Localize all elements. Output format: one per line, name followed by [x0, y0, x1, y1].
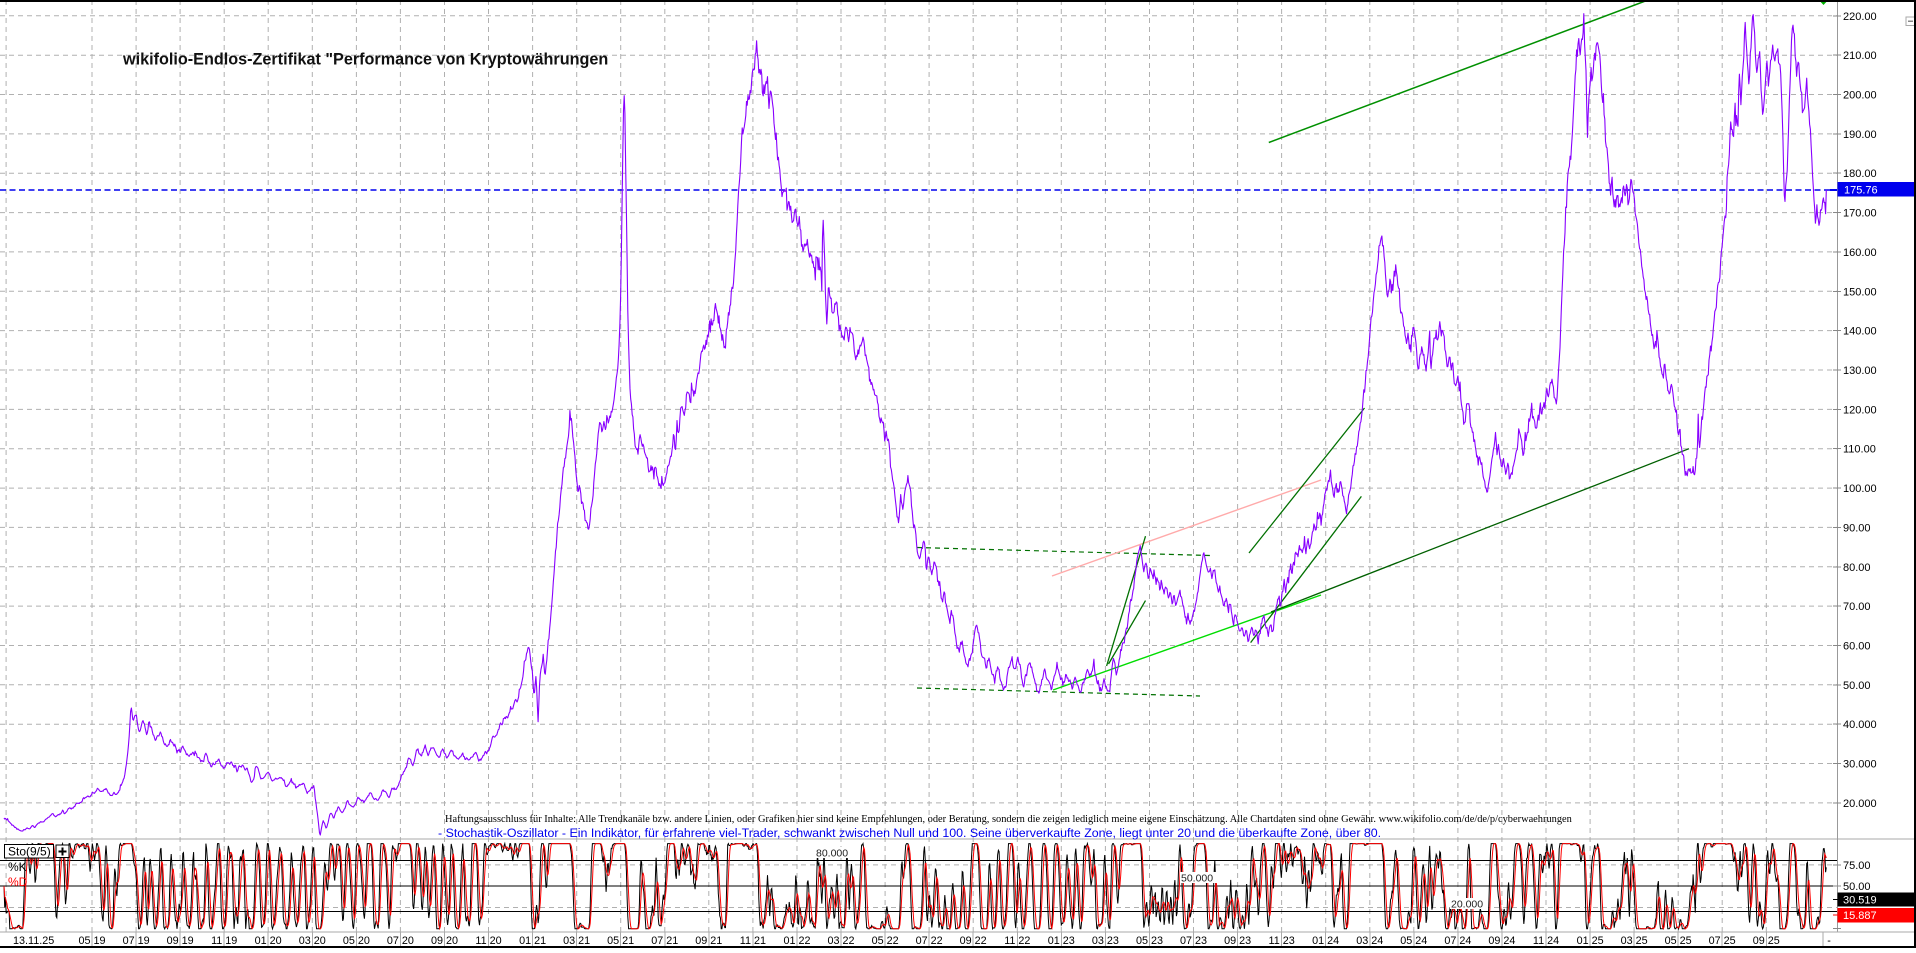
svg-text:30.519: 30.519 — [1843, 895, 1877, 907]
svg-text:50.000: 50.000 — [1181, 873, 1213, 885]
svg-text:01 25: 01 25 — [1577, 935, 1604, 947]
svg-text:01 24: 01 24 — [1312, 935, 1339, 947]
svg-text:210.00: 210.00 — [1843, 50, 1877, 62]
svg-text:75.00: 75.00 — [1843, 860, 1871, 872]
svg-text:11 19: 11 19 — [211, 935, 237, 947]
svg-text:140.00: 140.00 — [1843, 326, 1877, 338]
svg-text:03 24: 03 24 — [1356, 935, 1383, 947]
svg-text:07 20: 07 20 — [387, 935, 414, 947]
svg-text:05 21: 05 21 — [607, 935, 634, 947]
svg-text:50.00: 50.00 — [1843, 680, 1871, 692]
svg-text:100.00: 100.00 — [1843, 483, 1877, 495]
svg-text:07 23: 07 23 — [1180, 935, 1207, 947]
svg-text:07 25: 07 25 — [1709, 935, 1736, 947]
svg-text:03 20: 03 20 — [299, 935, 326, 947]
svg-text:09 20: 09 20 — [431, 935, 458, 947]
svg-text:09 21: 09 21 — [695, 935, 722, 947]
svg-text:120.00: 120.00 — [1843, 404, 1877, 416]
svg-text:130.00: 130.00 — [1843, 365, 1877, 377]
svg-text:01 22: 01 22 — [783, 935, 810, 947]
svg-text:09 19: 09 19 — [167, 935, 194, 947]
svg-text:07 24: 07 24 — [1444, 935, 1471, 947]
svg-text:01 23: 01 23 — [1048, 935, 1075, 947]
svg-text:170.00: 170.00 — [1843, 208, 1877, 220]
svg-text:20.000: 20.000 — [1451, 899, 1483, 911]
svg-text:20.000: 20.000 — [1843, 798, 1877, 810]
svg-text:70.00: 70.00 — [1843, 601, 1871, 613]
svg-text:50.00: 50.00 — [1843, 881, 1871, 893]
svg-text:09 25: 09 25 — [1753, 935, 1780, 947]
svg-text:Haftungsausschluss für Inhalte: Haftungsausschluss für Inhalte: Alle Tre… — [445, 814, 1573, 825]
svg-text:11 22: 11 22 — [1004, 935, 1030, 947]
svg-text:11 21: 11 21 — [740, 935, 766, 947]
svg-text:220.00: 220.00 — [1843, 11, 1877, 23]
svg-text:wikifolio-Endlos-Zertifikat "P: wikifolio-Endlos-Zertifikat "Performance… — [122, 51, 608, 69]
svg-text:05 20: 05 20 — [343, 935, 370, 947]
svg-text:07 21: 07 21 — [651, 935, 678, 947]
svg-text:01 21: 01 21 — [519, 935, 546, 947]
svg-text:90.00: 90.00 — [1843, 522, 1871, 534]
svg-text:13.11.25: 13.11.25 — [13, 935, 54, 947]
svg-text:03 25: 03 25 — [1621, 935, 1648, 947]
svg-text:07 22: 07 22 — [916, 935, 943, 947]
svg-text:09 23: 09 23 — [1224, 935, 1251, 947]
svg-text:60.00: 60.00 — [1843, 641, 1871, 653]
svg-text:200.00: 200.00 — [1843, 90, 1877, 102]
svg-text:05 22: 05 22 — [872, 935, 899, 947]
svg-text:05 25: 05 25 — [1665, 935, 1692, 947]
svg-text:160.00: 160.00 — [1843, 247, 1877, 259]
svg-text:80.00: 80.00 — [1843, 562, 1871, 574]
svg-text:Sto(9/5): Sto(9/5) — [8, 845, 51, 859]
svg-text:11 20: 11 20 — [475, 935, 501, 947]
svg-text:11 24: 11 24 — [1533, 935, 1559, 947]
svg-text:40.000: 40.000 — [1843, 719, 1877, 731]
svg-text:-: - — [1827, 935, 1831, 947]
svg-text:03 22: 03 22 — [827, 935, 854, 947]
svg-text:05 23: 05 23 — [1136, 935, 1163, 947]
svg-text:175.76: 175.76 — [1844, 185, 1878, 197]
svg-text:110.00: 110.00 — [1843, 444, 1876, 456]
svg-text:05 24: 05 24 — [1400, 935, 1427, 947]
svg-text:%K: %K — [8, 860, 27, 874]
svg-text:- Stochastik-Oszillator - Ein: - Stochastik-Oszillator - Ein Indikator,… — [438, 826, 1381, 840]
svg-text:09 24: 09 24 — [1488, 935, 1515, 947]
svg-text:150.00: 150.00 — [1843, 286, 1877, 298]
svg-text:190.00: 190.00 — [1843, 129, 1877, 141]
svg-text:05 19: 05 19 — [78, 935, 105, 947]
svg-text:80.000: 80.000 — [816, 848, 848, 860]
svg-text:30.000: 30.000 — [1843, 759, 1877, 771]
svg-text:03 21: 03 21 — [563, 935, 590, 947]
svg-text:11 23: 11 23 — [1268, 935, 1294, 947]
svg-text:%D: %D — [8, 875, 28, 889]
svg-text:180.00: 180.00 — [1843, 168, 1877, 180]
svg-text:15.887: 15.887 — [1843, 910, 1877, 922]
svg-text:03 23: 03 23 — [1092, 935, 1119, 947]
svg-text:09 22: 09 22 — [960, 935, 987, 947]
svg-text:01 20: 01 20 — [255, 935, 282, 947]
svg-text:07 19: 07 19 — [123, 935, 150, 947]
